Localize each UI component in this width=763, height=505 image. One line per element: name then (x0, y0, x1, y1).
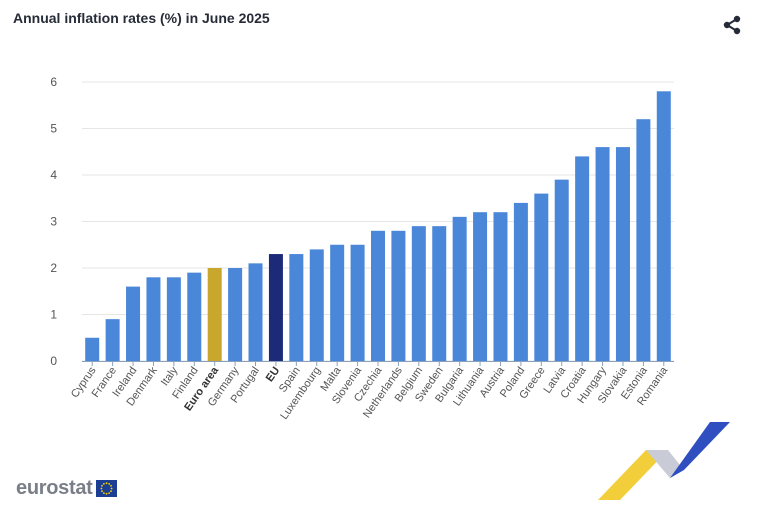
eurostat-logo[interactable]: eurostat (16, 477, 117, 500)
bar-romania[interactable] (656, 91, 671, 362)
bar-cyprus[interactable] (85, 337, 100, 361)
bar-sweden[interactable] (432, 226, 447, 361)
bar-ireland[interactable] (126, 286, 141, 361)
bar-italy[interactable] (166, 277, 181, 361)
bar-lithuania[interactable] (473, 212, 488, 361)
bar-croatia[interactable] (575, 156, 590, 361)
bar-denmark[interactable] (146, 277, 161, 361)
decorative-ribbon (598, 422, 730, 500)
x-tick-label: EU (264, 365, 283, 384)
eu-flag-icon (95, 480, 117, 497)
bar-malta[interactable] (330, 244, 345, 361)
y-tick-label: 0 (50, 354, 57, 368)
bar-france[interactable] (105, 319, 120, 361)
bar-eu[interactable] (268, 254, 283, 361)
bar-estonia[interactable] (636, 119, 651, 361)
bar-portugal[interactable] (248, 263, 263, 361)
bar-netherlands[interactable] (391, 230, 406, 361)
bar-luxembourg[interactable] (309, 249, 324, 361)
logo-text: eurostat (16, 477, 93, 499)
bar-poland[interactable] (513, 202, 528, 361)
bar-austria[interactable] (493, 212, 508, 361)
bar-czechia[interactable] (371, 230, 385, 361)
bar-belgium[interactable] (411, 226, 426, 361)
bar-bulgaria[interactable] (452, 216, 467, 361)
bar-spain[interactable] (289, 254, 304, 361)
y-tick-label: 1 (50, 308, 57, 322)
bar-germany[interactable] (228, 268, 243, 361)
y-tick-label: 6 (50, 75, 57, 89)
bar-slovenia[interactable] (350, 244, 365, 361)
y-tick-label: 2 (50, 261, 57, 275)
share-icon[interactable] (721, 14, 743, 36)
y-tick-label: 5 (50, 122, 57, 136)
chart-title: Annual inflation rates (%) in June 2025 (13, 10, 270, 26)
y-tick-label: 4 (50, 168, 57, 182)
y-tick-label: 3 (50, 215, 57, 229)
bar-greece[interactable] (534, 193, 549, 361)
bar-slovakia[interactable] (615, 147, 630, 361)
bar-finland[interactable] (187, 272, 202, 361)
bar-euro-area[interactable] (207, 268, 222, 361)
bar-latvia[interactable] (554, 179, 569, 361)
bar-hungary[interactable] (595, 147, 610, 361)
